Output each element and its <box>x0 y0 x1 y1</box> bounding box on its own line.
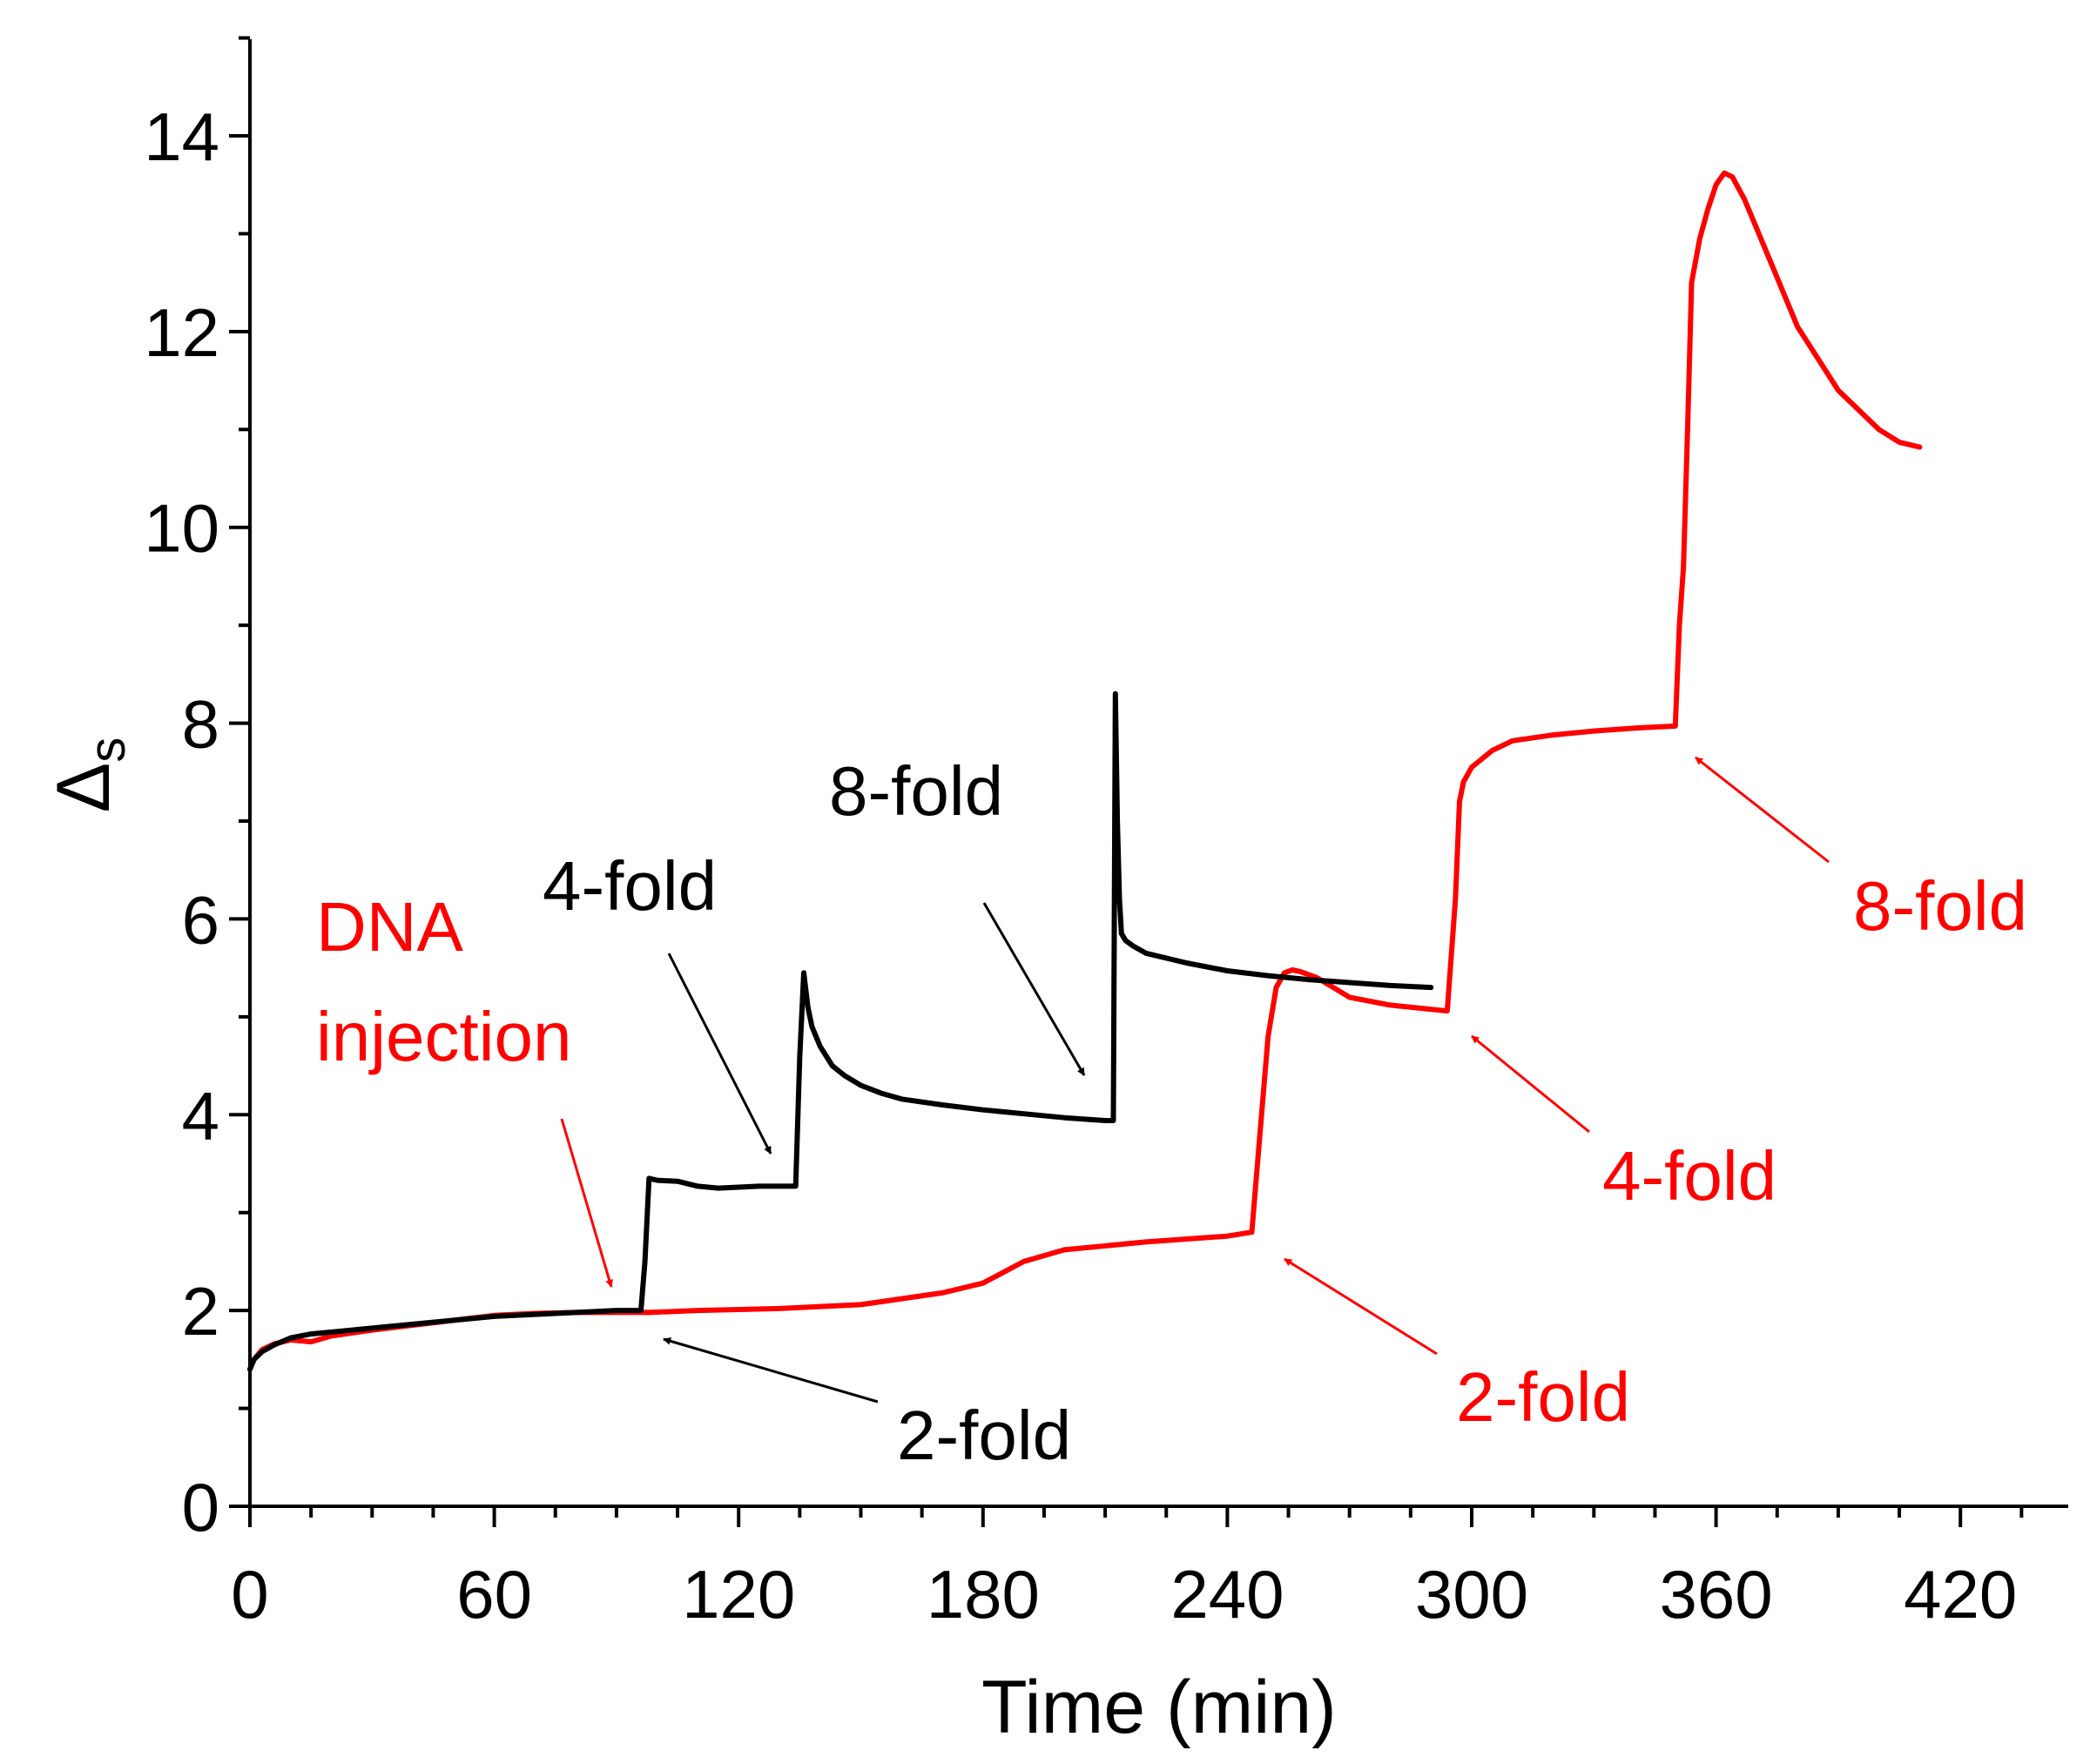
y-ticks: 0 2 4 6 8 10 12 14 <box>144 36 250 1545</box>
x-ticks: 0 60 120 180 240 300 360 420 <box>231 1506 2024 1633</box>
y-tick-label: 2 <box>182 1273 219 1350</box>
arrow-red-2-fold <box>1284 1257 1438 1356</box>
arrow-dna-injection <box>560 1118 614 1288</box>
y-axis-title: Δs <box>42 737 136 812</box>
axes: 0 60 120 180 240 300 360 420 0 2 4 6 8 10 12 14 <box>144 36 2068 1633</box>
y-tick-label: 10 <box>144 490 219 567</box>
y-tick-label: 4 <box>182 1077 219 1154</box>
x-tick-label: 240 <box>1170 1556 1284 1633</box>
series-line-black <box>247 690 1434 1372</box>
y-tick-label: 14 <box>144 98 219 175</box>
y-tick-label: 0 <box>182 1469 219 1545</box>
x-tick-label: 180 <box>927 1556 1040 1633</box>
arrow-red-4-fold <box>1471 1034 1590 1134</box>
annotation-red-2-fold: 2-fold <box>1456 1358 1630 1436</box>
series-layer <box>247 170 1923 1372</box>
y-axis-title-subscript: s <box>79 737 136 763</box>
x-tick-label: 0 <box>231 1556 268 1633</box>
y-tick-label: 8 <box>182 686 219 763</box>
y-tick-label: 6 <box>182 881 219 958</box>
x-tick-label: 120 <box>682 1556 795 1633</box>
annotation-red-8-fold: 8-fold <box>1853 867 2027 945</box>
x-tick-label: 420 <box>1904 1556 2017 1633</box>
annotations: DNA injection 4-fold 8-fold 2-fold 2-fol… <box>316 752 2027 1474</box>
arrow-black-4-fold <box>667 953 772 1155</box>
annotation-injection: injection <box>316 998 572 1075</box>
annotation-black-4-fold: 4-fold <box>543 847 717 925</box>
x-tick-label: 60 <box>456 1556 532 1633</box>
svg-text:Δs: Δs <box>42 737 136 812</box>
x-tick-label: 300 <box>1415 1556 1528 1633</box>
arrow-red-8-fold <box>1695 756 1830 864</box>
arrow-black-8-fold <box>982 902 1086 1076</box>
annotation-black-2-fold: 2-fold <box>897 1397 1071 1474</box>
y-tick-label: 12 <box>144 294 219 371</box>
x-axis-title: Time (min) <box>981 1666 1337 1749</box>
y-axis-title-main: Δ <box>42 763 125 812</box>
annotation-red-4-fold: 4-fold <box>1602 1137 1776 1215</box>
annotation-dna: DNA <box>316 888 464 966</box>
arrow-black-2-fold <box>663 1336 879 1404</box>
x-tick-label: 360 <box>1660 1556 1773 1633</box>
annotation-black-8-fold: 8-fold <box>829 752 1003 830</box>
